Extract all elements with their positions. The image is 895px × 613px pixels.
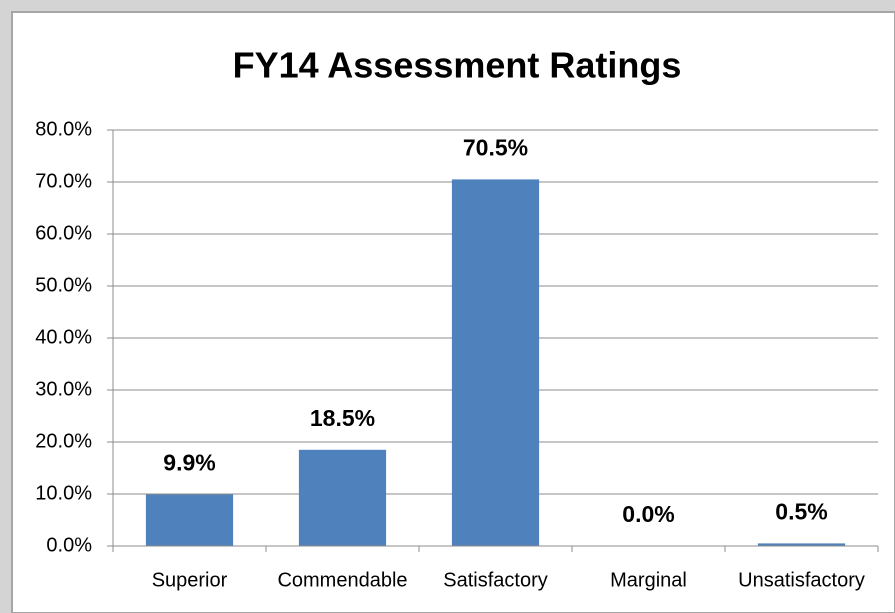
- bar: [451, 179, 540, 546]
- chart-title: FY14 Assessment Ratings: [233, 45, 682, 86]
- y-tick-label: 50.0%: [35, 274, 92, 296]
- y-tick-label: 40.0%: [35, 326, 92, 348]
- y-tick-label: 0.0%: [46, 534, 92, 556]
- y-tick-label: 20.0%: [35, 430, 92, 452]
- bar: [145, 494, 234, 546]
- x-tick-label: Satisfactory: [443, 569, 547, 591]
- value-label: 9.9%: [163, 450, 215, 476]
- x-tick-label: Commendable: [277, 569, 407, 591]
- x-tick-label: Marginal: [610, 569, 687, 591]
- y-tick-label: 80.0%: [35, 118, 92, 140]
- y-tick-label: 10.0%: [35, 482, 92, 504]
- y-tick-label: 30.0%: [35, 378, 92, 400]
- y-tick-label: 70.0%: [35, 170, 92, 192]
- x-tick-label: Unsatisfactory: [738, 569, 865, 591]
- value-label: 70.5%: [463, 134, 528, 160]
- value-label: 18.5%: [310, 405, 375, 431]
- value-label: 0.0%: [622, 501, 674, 527]
- bar: [757, 543, 846, 546]
- x-tick-label: Superior: [152, 569, 228, 591]
- bar: [298, 449, 387, 546]
- value-label: 0.5%: [775, 498, 827, 524]
- y-tick-label: 60.0%: [35, 222, 92, 244]
